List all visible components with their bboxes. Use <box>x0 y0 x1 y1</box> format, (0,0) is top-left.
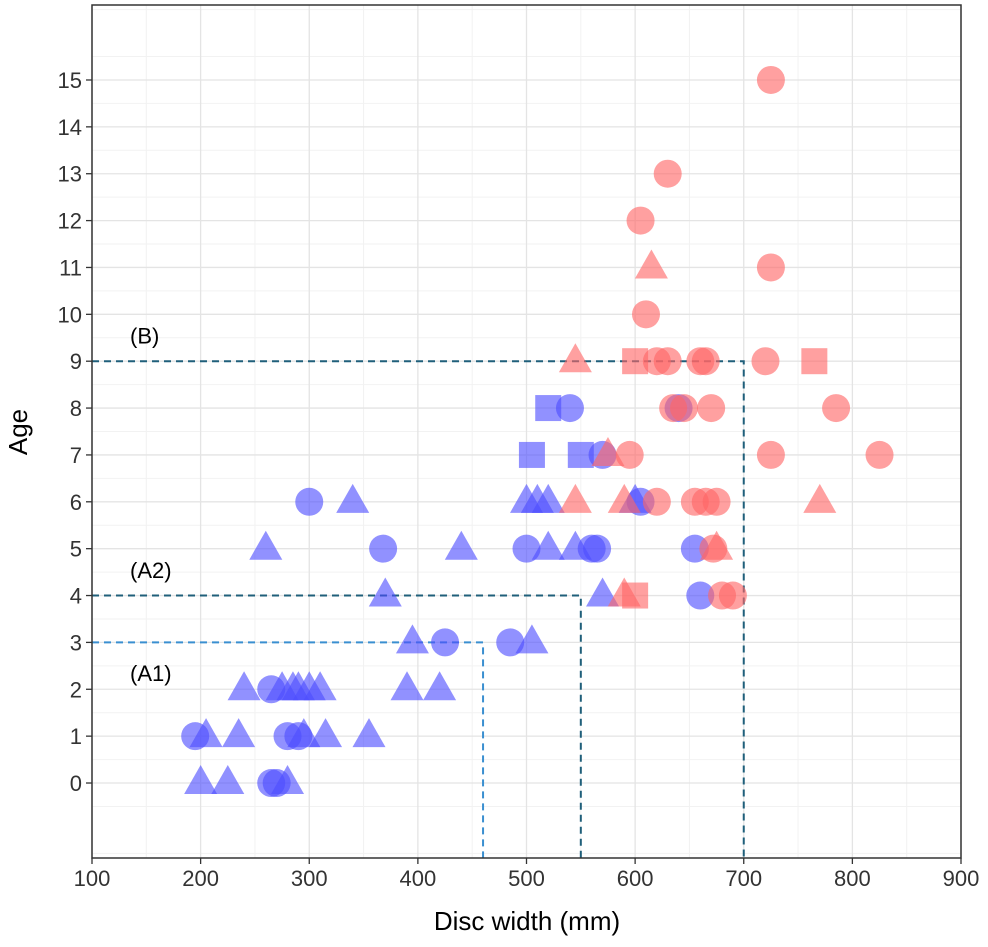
data-point-triangle <box>558 483 592 513</box>
y-axis-title: Age <box>3 409 33 455</box>
data-point-triangle <box>271 765 305 795</box>
data-point-triangle <box>515 624 549 654</box>
y-tick-label: 3 <box>70 630 82 655</box>
data-point-circle <box>369 534 398 563</box>
data-point-circle <box>615 440 644 469</box>
x-axis-ticks: 100 200 300 400 500 600 700 800 900 <box>74 858 980 891</box>
y-tick-label: 11 <box>59 255 82 280</box>
y-tick-label: 5 <box>70 537 82 562</box>
y-tick-label: 1 <box>70 724 82 749</box>
data-point-circle <box>512 534 541 563</box>
data-point-circle <box>686 581 715 610</box>
y-tick-label: 14 <box>58 115 82 140</box>
data-point-triangle <box>303 671 337 701</box>
data-point-triangle <box>309 718 343 748</box>
data-point-triangle <box>222 718 256 748</box>
data-point-square <box>622 582 649 609</box>
y-tick-label: 0 <box>70 771 82 796</box>
annotation-label: (A1) <box>130 661 172 686</box>
data-point-circle <box>756 440 785 469</box>
data-point-circle <box>756 253 785 282</box>
data-point-square <box>801 348 828 375</box>
data-point-circle <box>697 394 726 423</box>
y-tick-label: 6 <box>70 490 82 515</box>
y-tick-label: 9 <box>70 349 82 374</box>
guide-line <box>92 641 485 858</box>
x-tick-label: 800 <box>834 866 871 891</box>
data-point-circle <box>583 534 612 563</box>
data-point-triangle <box>336 483 370 513</box>
y-tick-label: 8 <box>70 396 82 421</box>
data-point-triangle <box>368 577 402 607</box>
y-tick-label: 15 <box>58 68 82 93</box>
data-point-circle <box>626 206 655 235</box>
data-point-circle <box>670 394 699 423</box>
data-point-circle <box>718 581 747 610</box>
annotation-label: (B) <box>130 323 159 348</box>
data-point-triangle <box>189 718 223 748</box>
data-point-triangle <box>249 530 283 560</box>
data-point-circle <box>431 628 460 657</box>
x-tick-label: 100 <box>74 866 111 891</box>
y-tick-label: 7 <box>70 443 82 468</box>
data-point-triangle <box>558 343 592 373</box>
x-tick-label: 200 <box>182 866 219 891</box>
data-point-circle <box>555 394 584 423</box>
data-point-triangle <box>211 765 245 795</box>
data-point-triangle <box>586 577 620 607</box>
data-point-triangle <box>531 530 565 560</box>
y-tick-label: 10 <box>58 302 82 327</box>
data-point-circle <box>822 394 851 423</box>
x-tick-label: 700 <box>725 866 762 891</box>
y-tick-label: 12 <box>58 209 82 234</box>
x-tick-label: 900 <box>943 866 980 891</box>
x-tick-label: 600 <box>617 866 654 891</box>
threshold-guides <box>92 360 745 858</box>
data-point-circle <box>702 487 731 516</box>
data-point-circle <box>653 347 682 376</box>
data-point-triangle <box>803 483 837 513</box>
x-tick-label: 300 <box>291 866 328 891</box>
data-points <box>181 65 894 798</box>
data-point-triangle <box>531 483 565 513</box>
x-tick-label: 500 <box>508 866 545 891</box>
data-point-triangle <box>395 624 429 654</box>
data-point-triangle <box>607 483 641 513</box>
data-point-circle <box>631 300 660 329</box>
data-point-triangle <box>444 530 478 560</box>
guide-line <box>92 594 582 858</box>
data-point-triangle <box>184 765 218 795</box>
data-point-triangle <box>634 249 668 279</box>
data-point-triangle <box>423 671 457 701</box>
annotation-label: (A2) <box>130 558 172 583</box>
data-point-circle <box>691 347 720 376</box>
x-axis-title: Disc width (mm) <box>434 906 620 936</box>
data-point-circle <box>496 628 525 657</box>
y-tick-label: 2 <box>70 677 82 702</box>
data-point-triangle <box>700 530 734 560</box>
data-point-triangle <box>390 671 424 701</box>
data-point-circle <box>642 487 671 516</box>
y-tick-label: 4 <box>70 584 82 609</box>
annotations: (B) (A2) (A1) <box>130 323 172 685</box>
y-tick-label: 13 <box>58 162 82 187</box>
x-tick-label: 400 <box>400 866 437 891</box>
data-point-circle <box>756 65 785 94</box>
data-point-triangle <box>352 718 386 748</box>
data-point-triangle <box>227 671 261 701</box>
data-point-circle <box>865 440 894 469</box>
data-point-triangle <box>287 718 321 748</box>
data-point-circle <box>653 159 682 188</box>
guide-line <box>92 360 745 858</box>
data-point-circle <box>751 347 780 376</box>
data-point-square <box>518 441 545 468</box>
data-point-circle <box>295 487 324 516</box>
